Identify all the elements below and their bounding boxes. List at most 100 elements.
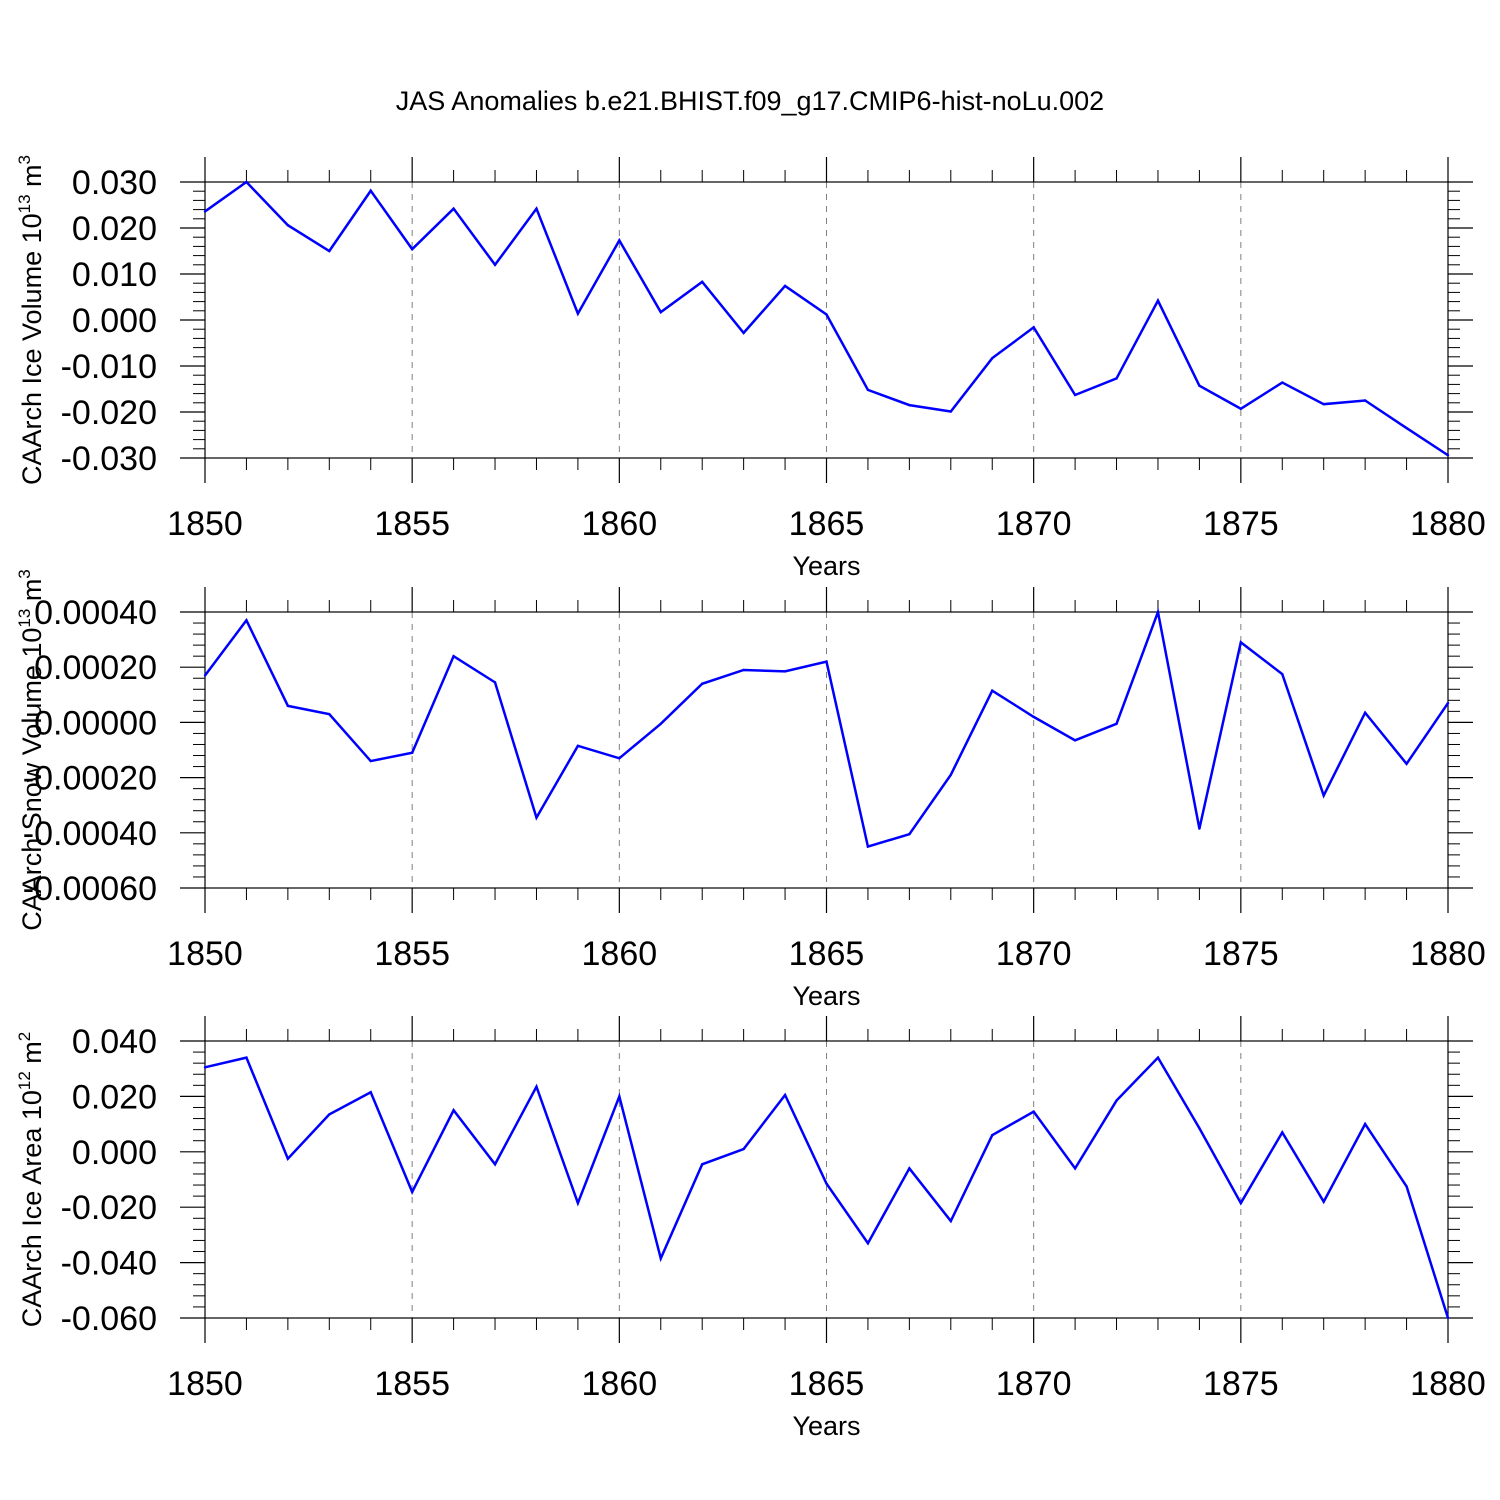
page-title: JAS Anomalies b.e21.BHIST.f09_g17.CMIP6-… <box>396 86 1104 116</box>
data-point <box>1363 399 1367 402</box>
y-tick-label: 0.00040 <box>34 594 157 632</box>
x-tick-label: 1880 <box>1410 505 1486 543</box>
data-point <box>410 1190 414 1194</box>
data-point <box>369 1091 372 1094</box>
data-point <box>369 759 372 763</box>
y-tick-label: -0.030 <box>61 440 157 478</box>
data-point <box>1073 1167 1077 1170</box>
x-tick-label: 1865 <box>789 1365 865 1403</box>
x-tick-label: 1870 <box>996 1365 1072 1403</box>
data-point <box>328 712 331 716</box>
data-point <box>1322 402 1325 406</box>
data-point <box>1239 407 1243 410</box>
y-tick-label: 0.000 <box>72 302 157 340</box>
x-tick-label: 1865 <box>789 505 865 543</box>
data-point <box>203 1066 207 1069</box>
data-point <box>742 668 745 672</box>
data-point <box>742 331 745 335</box>
data-point <box>1446 701 1450 705</box>
x-tick-label: 1850 <box>167 1365 243 1403</box>
data-point <box>1032 715 1035 719</box>
x-tick-label: 1850 <box>167 505 243 543</box>
x-tick-label: 1880 <box>1410 935 1486 973</box>
data-point <box>1198 827 1201 830</box>
data-point <box>1363 711 1367 714</box>
data-point <box>1239 1201 1243 1205</box>
data-point <box>203 210 207 213</box>
y-tick-label: 0.00000 <box>34 704 157 742</box>
data-point <box>1322 794 1325 797</box>
data-point <box>1073 393 1077 397</box>
y-axis-label: CAArch Snow Volume 1013 m3 <box>15 569 47 931</box>
data-point <box>1156 610 1160 614</box>
y-tick-label: -0.00060 <box>23 870 157 908</box>
data-point <box>286 704 290 708</box>
x-tick-label: 1875 <box>1203 505 1279 543</box>
y-tick-label: 0.040 <box>72 1023 157 1061</box>
series-line <box>204 607 1450 849</box>
x-tick-label: 1870 <box>996 505 1072 543</box>
data-point <box>1405 426 1408 430</box>
x-axis-label: Years <box>792 1411 860 1441</box>
data-point <box>1073 739 1077 742</box>
y-tick-label: -0.00020 <box>23 760 157 798</box>
x-tick-label: 1855 <box>374 505 450 543</box>
data-point <box>576 744 580 748</box>
x-tick-label: 1860 <box>582 935 658 973</box>
data-point <box>1281 672 1284 676</box>
data-point <box>908 832 911 836</box>
data-point <box>1198 384 1201 387</box>
y-tick-label: 0.020 <box>72 210 157 248</box>
y-tick-label: 0.00020 <box>34 649 157 687</box>
data-point <box>701 682 704 685</box>
data-point <box>991 1133 994 1137</box>
data-point <box>825 313 828 316</box>
data-point <box>949 410 952 413</box>
data-point <box>1281 1131 1284 1134</box>
data-point <box>949 773 952 777</box>
data-point <box>576 312 580 315</box>
data-point <box>245 1056 248 1059</box>
data-point <box>1032 1110 1035 1113</box>
data-point <box>659 722 662 725</box>
x-tick-label: 1860 <box>582 1365 658 1403</box>
data-point <box>452 207 455 210</box>
data-point <box>1156 299 1160 302</box>
data-point <box>908 403 911 407</box>
data-point <box>949 1219 952 1223</box>
data-point <box>1115 377 1118 380</box>
x-tick-label: 1850 <box>167 935 243 973</box>
data-point <box>701 280 704 284</box>
data-point <box>1198 1127 1201 1130</box>
data-point <box>493 263 497 266</box>
data-point <box>783 1093 787 1097</box>
data-point <box>1405 1185 1408 1188</box>
data-point <box>203 674 207 677</box>
chart-panel-1: 1850 1855 1860 1865 1870 1875 1880 0.030 0.020 0.… <box>15 155 1486 581</box>
data-point <box>328 1113 331 1116</box>
data-point <box>452 1109 455 1112</box>
data-point <box>286 224 290 227</box>
data-point <box>701 1163 704 1166</box>
y-tick-label: 0.010 <box>72 256 157 294</box>
data-point <box>410 247 414 251</box>
y-tick-label: -0.060 <box>61 1300 157 1338</box>
y-tick-label: 0.000 <box>72 1134 157 1172</box>
y-axis-label: CAArch Ice Area 1012 m2 <box>15 1032 47 1328</box>
y-tick-label: -0.010 <box>61 348 157 386</box>
y-tick-label: -0.040 <box>61 1245 157 1283</box>
data-point <box>618 1095 621 1098</box>
data-point <box>659 310 662 314</box>
data-point <box>783 284 787 288</box>
x-tick-label: 1865 <box>789 935 865 973</box>
data-point <box>1446 1316 1450 1320</box>
data-point <box>1239 641 1243 644</box>
y-axis-label: CAArch Ice Volume 1013 m3 <box>15 155 47 485</box>
data-point <box>659 1257 662 1260</box>
y-tick-label: 0.020 <box>72 1078 157 1116</box>
data-point <box>1281 381 1284 384</box>
x-tick-label: 1880 <box>1410 1365 1486 1403</box>
data-point <box>866 845 870 848</box>
y-tick-label: -0.020 <box>61 394 157 432</box>
data-point <box>783 670 787 673</box>
